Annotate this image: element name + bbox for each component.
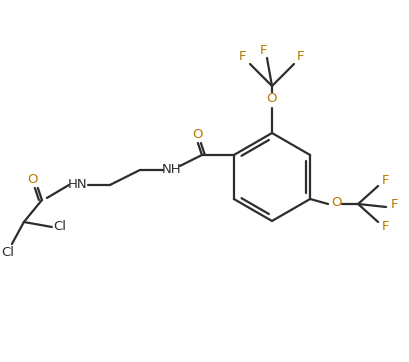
Text: O: O [266, 93, 276, 105]
Text: O: O [330, 197, 341, 210]
Text: O: O [27, 173, 38, 186]
Text: O: O [192, 129, 202, 142]
Text: F: F [297, 50, 304, 63]
Text: F: F [389, 198, 397, 211]
Text: Cl: Cl [53, 220, 66, 233]
Text: F: F [260, 43, 267, 56]
Text: F: F [380, 220, 388, 233]
Text: F: F [239, 50, 246, 63]
Text: F: F [380, 174, 388, 188]
Text: Cl: Cl [1, 247, 14, 260]
Text: NH: NH [162, 164, 181, 177]
Text: HN: HN [68, 178, 88, 191]
